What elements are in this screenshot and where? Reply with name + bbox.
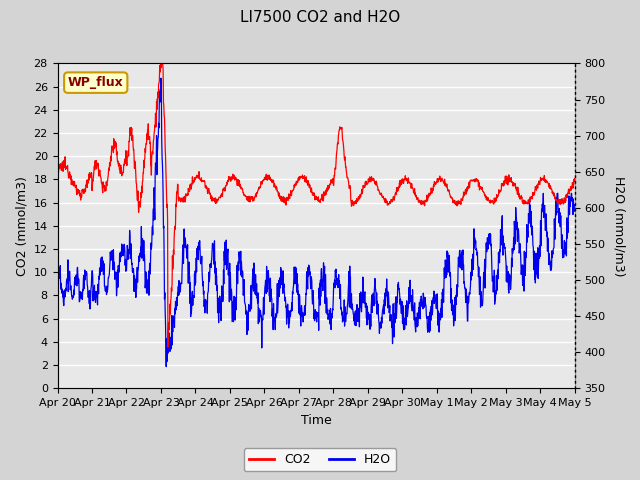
Text: WP_flux: WP_flux [68, 76, 124, 89]
Y-axis label: H2O (mmol/m3): H2O (mmol/m3) [612, 176, 625, 276]
X-axis label: Time: Time [301, 414, 332, 427]
Y-axis label: CO2 (mmol/m3): CO2 (mmol/m3) [15, 176, 28, 276]
Text: LI7500 CO2 and H2O: LI7500 CO2 and H2O [240, 10, 400, 24]
Legend: CO2, H2O: CO2, H2O [244, 448, 396, 471]
